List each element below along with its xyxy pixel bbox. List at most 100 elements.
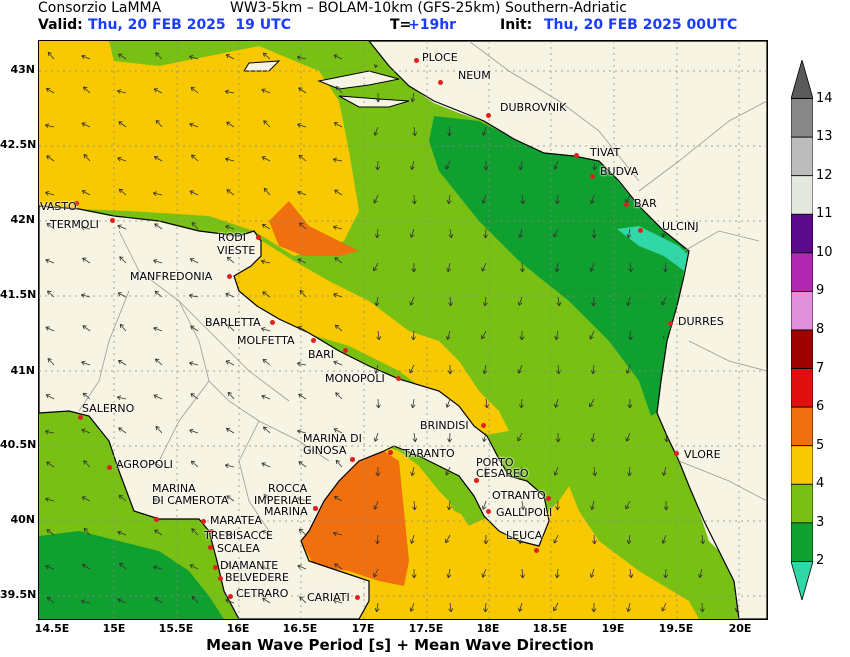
wave-arrow bbox=[589, 262, 595, 272]
city-marker bbox=[110, 218, 115, 223]
wave-arrow bbox=[153, 394, 163, 400]
wave-arrow bbox=[591, 534, 597, 545]
wave-arrow bbox=[589, 398, 595, 408]
wave-arrow bbox=[118, 53, 127, 60]
wave-arrow bbox=[152, 497, 163, 503]
wave-arrow bbox=[117, 530, 127, 536]
wave-arrow bbox=[225, 598, 235, 604]
city-label: MOLFETTA bbox=[237, 334, 295, 347]
wave-arrow bbox=[333, 54, 343, 60]
wave-arrow bbox=[375, 398, 381, 409]
city-label: MONOPOLI bbox=[325, 372, 385, 385]
wave-arrow bbox=[445, 160, 451, 170]
wave-arrow bbox=[482, 364, 488, 375]
wave-arrow bbox=[154, 223, 163, 230]
city-label: BARLETTA bbox=[205, 316, 261, 329]
city-marker bbox=[481, 423, 486, 428]
city-label: BARI bbox=[308, 348, 334, 361]
wave-arrow bbox=[261, 327, 271, 332]
wave-arrow bbox=[589, 330, 595, 340]
city-label: BELVEDERE bbox=[225, 571, 289, 584]
wave-arrow bbox=[698, 568, 703, 578]
color-bar-segment bbox=[791, 329, 813, 369]
city-marker bbox=[546, 496, 551, 501]
wave-arrow bbox=[519, 398, 524, 409]
wave-arrow bbox=[83, 527, 91, 536]
wave-arrow bbox=[661, 534, 667, 544]
wave-arrow bbox=[117, 360, 127, 366]
wave-arrow bbox=[518, 466, 524, 477]
city-label: OTRANTO bbox=[492, 489, 546, 502]
wave-arrow bbox=[46, 529, 55, 536]
wave-arrow bbox=[262, 597, 271, 604]
wave-arrow bbox=[299, 222, 307, 230]
wave-arrow bbox=[373, 568, 379, 578]
wave-arrow bbox=[375, 160, 381, 171]
city-label: DUBROVNIK bbox=[500, 101, 567, 114]
wave-arrow bbox=[81, 360, 91, 366]
city-label: LEUCA bbox=[506, 529, 543, 542]
wave-arrow bbox=[373, 262, 379, 272]
wave-arrow bbox=[189, 361, 199, 366]
wave-arrow bbox=[118, 188, 127, 196]
y-tick-42-5n: 42.5N bbox=[0, 138, 37, 151]
city-label: TIVAT bbox=[590, 146, 621, 159]
city-marker bbox=[396, 376, 401, 381]
wave-arrow bbox=[189, 122, 199, 128]
wave-arrow bbox=[483, 466, 489, 477]
wave-arrow bbox=[153, 326, 163, 332]
wave-arrow bbox=[626, 534, 632, 545]
wave-arrow bbox=[263, 187, 271, 196]
wave-arrow bbox=[556, 364, 561, 375]
wave-arrow bbox=[376, 330, 382, 341]
color-bar-label: 7 bbox=[816, 360, 825, 376]
y-tick-41-5n: 41.5N bbox=[0, 288, 37, 301]
y-tick-40-5n: 40.5N bbox=[0, 438, 37, 451]
wave-arrow bbox=[375, 92, 381, 103]
balkan-land bbox=[368, 41, 767, 619]
city-marker bbox=[355, 595, 360, 600]
wave-arrow bbox=[260, 565, 271, 571]
wave-arrow bbox=[45, 564, 55, 570]
wave-arrow bbox=[118, 427, 127, 434]
wave-arrow bbox=[553, 466, 559, 476]
wave-arrow bbox=[190, 460, 199, 468]
wave-arrow bbox=[482, 432, 487, 442]
wave-arrow bbox=[298, 87, 307, 94]
city-label: PORTO bbox=[476, 456, 514, 469]
wave-arrow bbox=[297, 190, 307, 196]
city-label: CETRARO bbox=[236, 587, 289, 600]
wave-arrow bbox=[517, 296, 523, 306]
wave-arrow bbox=[592, 466, 598, 477]
wave-arrow bbox=[333, 428, 343, 434]
x-tick-15-5e: 15.5E bbox=[158, 622, 194, 635]
wave-arrow bbox=[154, 529, 163, 536]
city-label: TARANTO bbox=[403, 447, 455, 460]
wave-arrow bbox=[189, 428, 199, 434]
wave-arrow bbox=[481, 194, 487, 204]
wave-arrow bbox=[411, 262, 417, 273]
model-info: WW3-5km – BOLAM-10km (GFS-25km) Southern… bbox=[230, 0, 627, 16]
wave-arrow bbox=[226, 121, 235, 128]
color-bar-segment bbox=[791, 252, 813, 292]
wave-arrow bbox=[410, 466, 416, 477]
wave-arrow bbox=[261, 88, 271, 94]
color-bar-label: 13 bbox=[816, 129, 833, 145]
wave-arrow bbox=[83, 460, 91, 468]
city-marker bbox=[154, 517, 159, 522]
wave-arrow bbox=[81, 122, 91, 128]
wave-arrow bbox=[519, 262, 525, 273]
city-label: MARATEA bbox=[210, 514, 263, 527]
city-marker bbox=[486, 509, 491, 514]
wave-arrow bbox=[518, 228, 523, 238]
x-tick-20e: 20E bbox=[728, 622, 752, 635]
wave-arrow bbox=[189, 258, 199, 264]
color-bar-segment bbox=[791, 213, 813, 254]
wave-arrow bbox=[47, 290, 55, 298]
wave-arrow bbox=[625, 364, 631, 374]
wave-arrow bbox=[155, 358, 163, 366]
wave-arrow bbox=[409, 296, 415, 306]
wave-arrow bbox=[261, 156, 271, 162]
city-label: AGROPOLI bbox=[116, 458, 173, 471]
wave-arrow bbox=[189, 564, 199, 570]
